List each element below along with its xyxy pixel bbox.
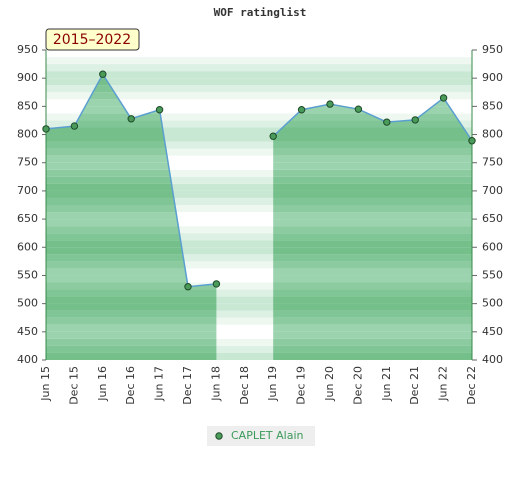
x-tick-label: Dec 21 <box>408 366 421 405</box>
y-tick-label: 850 <box>17 99 38 112</box>
x-tick-label: Dec 18 <box>238 366 251 405</box>
annotation: 2015–2022 <box>53 32 131 48</box>
x-tick-label: Jun 15 <box>39 366 52 402</box>
y-tick-label: 800 <box>482 128 503 141</box>
marker <box>354 105 363 113</box>
y-tick-label: 400 <box>17 353 38 366</box>
x-tick-label: Dec 15 <box>67 366 80 405</box>
x-tick-label: Dec 22 <box>465 366 478 405</box>
marker <box>184 283 192 291</box>
marker <box>439 94 448 102</box>
x-tick-label: Jun 22 <box>437 366 450 402</box>
x-tick-label: Jun 18 <box>209 366 222 402</box>
y-tick-label: 400 <box>482 353 503 366</box>
marker <box>326 100 334 108</box>
marker <box>468 137 476 145</box>
x-tick-label: Dec 17 <box>181 366 194 405</box>
y-tick-label: 500 <box>17 297 38 310</box>
y-tick-label: 650 <box>17 212 38 225</box>
y-tick-label: 550 <box>482 268 503 281</box>
marker <box>42 125 50 133</box>
marker <box>297 106 306 114</box>
x-tick-label: Jun 20 <box>323 366 336 402</box>
y-tick-label: 550 <box>17 268 38 281</box>
marker <box>155 106 164 114</box>
marker <box>70 122 79 130</box>
y-tick-label: 700 <box>482 184 503 197</box>
x-tick-label: Dec 16 <box>124 366 137 405</box>
marker <box>212 280 221 288</box>
x-tick-label: Jun 17 <box>153 366 166 402</box>
x-tick-label: Dec 20 <box>351 366 364 405</box>
x-tick-label: Dec 19 <box>295 366 308 405</box>
x-tick-label: Jun 16 <box>96 366 109 402</box>
y-tick-label: 900 <box>482 71 503 84</box>
annotation-box <box>45 28 140 51</box>
y-tick-label: 850 <box>482 99 503 112</box>
y-tick-label: 700 <box>17 184 38 197</box>
y-tick-label: 650 <box>482 212 503 225</box>
legend-label: CAPLET Alain <box>231 429 304 442</box>
y-tick-label: 750 <box>482 156 503 169</box>
y-tick-label: 800 <box>17 128 38 141</box>
marker <box>383 118 391 126</box>
legend-marker <box>215 432 223 440</box>
y-tick-label: 950 <box>482 43 503 56</box>
x-tick-label: Jun 21 <box>380 366 393 402</box>
chart-title: WOF ratinglist <box>214 6 307 19</box>
y-tick-label: 950 <box>17 43 38 56</box>
y-tick-label: 900 <box>17 71 38 84</box>
y-tick-label: 600 <box>17 240 38 253</box>
marker <box>411 116 419 124</box>
y-tick-label: 600 <box>482 240 503 253</box>
legend-box <box>207 426 315 446</box>
x-tick-label: Jun 19 <box>266 366 279 402</box>
y-tick-label: 450 <box>482 325 503 338</box>
marker <box>99 70 107 78</box>
y-tick-label: 450 <box>17 325 38 338</box>
y-tick-label: 750 <box>17 156 38 169</box>
marker <box>127 115 135 123</box>
y-tick-label: 500 <box>482 297 503 310</box>
marker <box>269 132 277 140</box>
